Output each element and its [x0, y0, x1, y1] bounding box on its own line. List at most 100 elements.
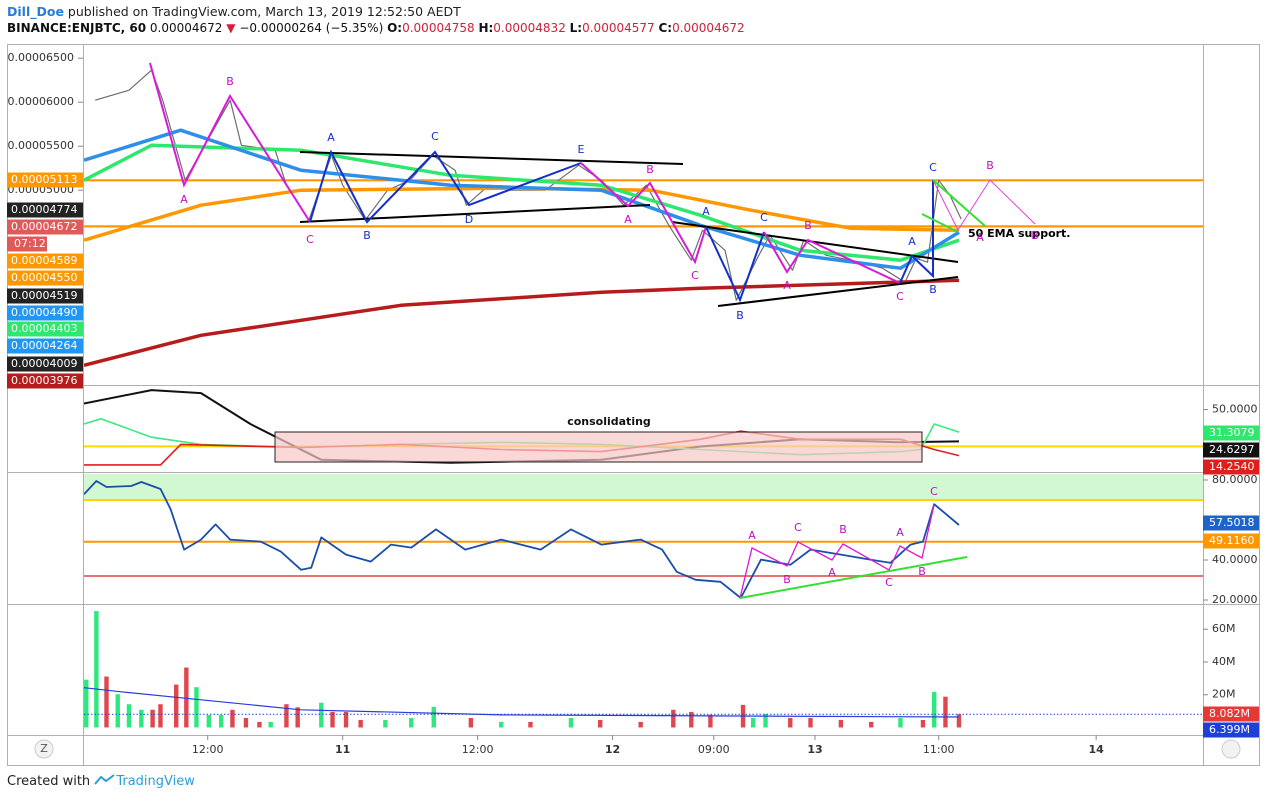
footer-brand[interactable]: TradingView — [116, 774, 195, 789]
volume-bar — [194, 687, 199, 728]
indicator-line — [84, 128, 960, 270]
price-tag — [7, 338, 83, 354]
y-tick-label: 0.00005500 — [8, 139, 74, 152]
y-tick-label: 0.00006500 — [8, 51, 74, 64]
price-tag-label: 0.00004672 — [11, 220, 77, 233]
projection-line — [932, 179, 1036, 232]
pattern-label: B — [929, 283, 937, 296]
volume-bar — [319, 702, 324, 728]
volume-ma-line — [84, 687, 960, 718]
volume-bar — [869, 721, 874, 728]
volume-bar — [671, 709, 676, 728]
pattern-label: A — [908, 235, 916, 248]
axis-button[interactable] — [34, 739, 54, 759]
pattern-label: B — [804, 219, 812, 232]
pattern-label: B — [363, 229, 371, 242]
pattern-label: A — [828, 566, 836, 579]
value-tag — [1203, 533, 1259, 549]
pattern-line — [580, 162, 707, 265]
volume-bar — [750, 717, 756, 728]
trend-line — [299, 151, 684, 165]
volume-bar — [920, 719, 926, 728]
box-label: consolidating — [567, 415, 651, 428]
price-tag — [7, 288, 83, 304]
rsi-trend-line — [739, 556, 968, 599]
pattern-label: B — [736, 309, 744, 322]
volume-bar — [689, 711, 694, 728]
x-tick-label: 12:00 — [192, 743, 224, 756]
ohlc-label: L: — [569, 21, 583, 35]
pattern-label: B — [1031, 229, 1039, 242]
countdown-tag — [7, 236, 47, 252]
settings-button[interactable] — [1221, 739, 1241, 759]
x-tick-label: 12 — [605, 743, 620, 756]
volume-bar — [763, 713, 768, 728]
symbol-line: BINANCE:ENJBTC, 60 0.00004672 ▼ −0.00000… — [7, 21, 745, 35]
trend-line — [299, 204, 651, 223]
axis-button-label[interactable]: Z — [40, 742, 48, 755]
volume-bar — [708, 714, 713, 728]
symbol: BINANCE:ENJBTC, 60 — [7, 21, 147, 35]
y-tick-label: 80.0000 — [1212, 473, 1258, 486]
volume-bar — [568, 717, 574, 728]
price-tag — [7, 253, 83, 269]
price-tag-label: 0.00004589 — [11, 254, 77, 267]
pattern-label: B — [783, 573, 791, 586]
price-tag — [7, 321, 83, 337]
pattern-label: B — [226, 75, 234, 88]
publish-info: published on TradingView.com, March 13, … — [67, 4, 461, 19]
footer-text: Created with — [7, 774, 91, 789]
frame — [7, 44, 1260, 766]
x-tick-label: 09:00 — [698, 743, 730, 756]
volume-bar — [174, 684, 179, 728]
volume-bar — [932, 691, 937, 728]
price-tag — [7, 172, 83, 188]
volume-bar — [126, 704, 132, 728]
y-tick-label: 20.0000 — [1212, 593, 1258, 606]
volume-bar — [115, 694, 120, 728]
volume-bar — [219, 714, 224, 728]
change-arrow: ▼ — [226, 21, 236, 35]
volume-bar — [431, 706, 436, 728]
trend-line — [671, 221, 959, 263]
volume-bar — [943, 696, 948, 728]
value-tag-label: 6.399M — [1209, 723, 1250, 736]
ohlc-value: 0.00004577 — [582, 21, 655, 35]
price-tag — [7, 219, 83, 235]
volume-bar — [838, 719, 844, 728]
y-tick-label: 50.0000 — [1212, 403, 1258, 416]
drawings — [34, 62, 1241, 759]
volume-bar — [295, 707, 300, 728]
value-tag — [1203, 722, 1259, 738]
x-tick-label: 14 — [1089, 743, 1105, 756]
volume-bar — [343, 711, 349, 728]
pattern-label: C — [431, 130, 439, 143]
rsi-pattern-line — [739, 504, 935, 599]
price-tag — [7, 270, 83, 286]
pattern-line — [309, 149, 582, 224]
consolidation-box — [274, 431, 923, 463]
price-tag-label: 0.00004774 — [11, 203, 77, 216]
x-tick-label: 12:00 — [462, 743, 494, 756]
pattern-label: A — [748, 529, 756, 542]
volume-bar — [104, 676, 109, 728]
chart: Z 0.000065000.000060000.000055000.000050… — [7, 44, 1260, 766]
volume-bar — [268, 721, 273, 728]
footer: Created with TradingView — [7, 773, 195, 789]
volume-bar — [158, 704, 163, 728]
pattern-line — [899, 180, 934, 284]
ohlc-value: 0.00004758 — [402, 21, 475, 35]
ohlc-value: 0.00004672 — [672, 21, 745, 35]
y-tick-label: 40M — [1212, 655, 1236, 668]
pattern-label: A — [976, 231, 984, 244]
projection-line — [921, 213, 959, 233]
price-tag-label: 0.00004264 — [11, 339, 77, 352]
x-tick-label: 13 — [807, 743, 822, 756]
pane — [84, 474, 1203, 599]
volume-bar — [898, 717, 903, 728]
price-tag-label: 0.00004550 — [11, 271, 77, 284]
price-tag — [7, 202, 83, 218]
pattern-label: C — [306, 233, 314, 246]
ohlc-value: 0.00004832 — [493, 21, 566, 35]
author[interactable]: Dill_Doe — [7, 4, 64, 19]
